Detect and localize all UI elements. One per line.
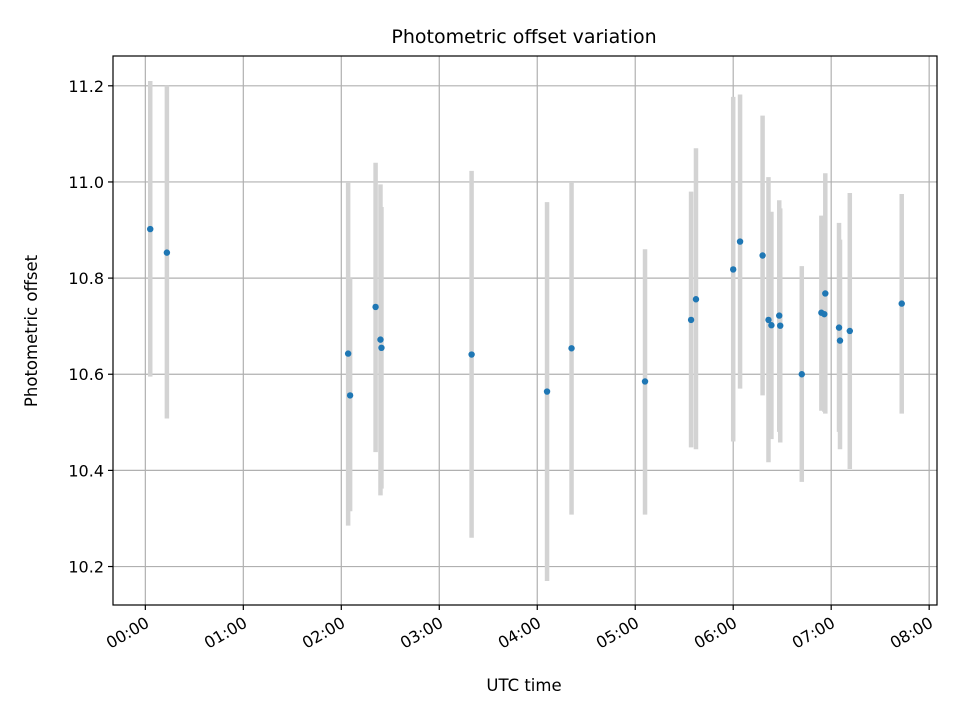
- data-point: [730, 266, 737, 273]
- chart-title: Photometric offset variation: [391, 26, 656, 48]
- data-point: [822, 290, 829, 297]
- data-point: [765, 316, 772, 324]
- data-point: [378, 344, 385, 352]
- data-point: [346, 392, 354, 399]
- data-point: [759, 252, 766, 259]
- y-tick-label: 11.2: [68, 77, 104, 96]
- data-point: [777, 322, 784, 329]
- data-point: [835, 324, 843, 331]
- plot-area-frame: [112, 55, 938, 606]
- x-axis-label: UTC time: [486, 676, 561, 695]
- data-point: [898, 300, 905, 307]
- data-point: [163, 249, 171, 256]
- y-tick-label: 10.2: [68, 558, 104, 577]
- y-tick-label: 10.4: [68, 461, 104, 480]
- data-point: [736, 238, 744, 245]
- data-point: [836, 337, 844, 344]
- y-axis-label: Photometric offset: [22, 254, 41, 407]
- data-point: [543, 388, 551, 395]
- data-point: [372, 303, 379, 311]
- data-point: [768, 322, 775, 329]
- data-point: [846, 327, 853, 335]
- data-point: [776, 312, 783, 319]
- y-tick-label: 10.8: [68, 269, 104, 288]
- data-point: [641, 378, 649, 385]
- y-tick-label: 11.0: [68, 173, 104, 192]
- data-point: [687, 316, 695, 324]
- y-axis: 10.2 10.4 10.6 10.8 11.0 11.2: [68, 77, 113, 577]
- data-point: [568, 345, 575, 352]
- data-point: [344, 350, 352, 357]
- data-point: [377, 336, 384, 343]
- data-point: [147, 225, 154, 233]
- data-points: [147, 225, 905, 399]
- data-point: [692, 296, 700, 303]
- data-point: [821, 310, 828, 318]
- data-point: [798, 371, 805, 378]
- y-tick-label: 10.6: [68, 365, 104, 384]
- data-point: [468, 351, 475, 358]
